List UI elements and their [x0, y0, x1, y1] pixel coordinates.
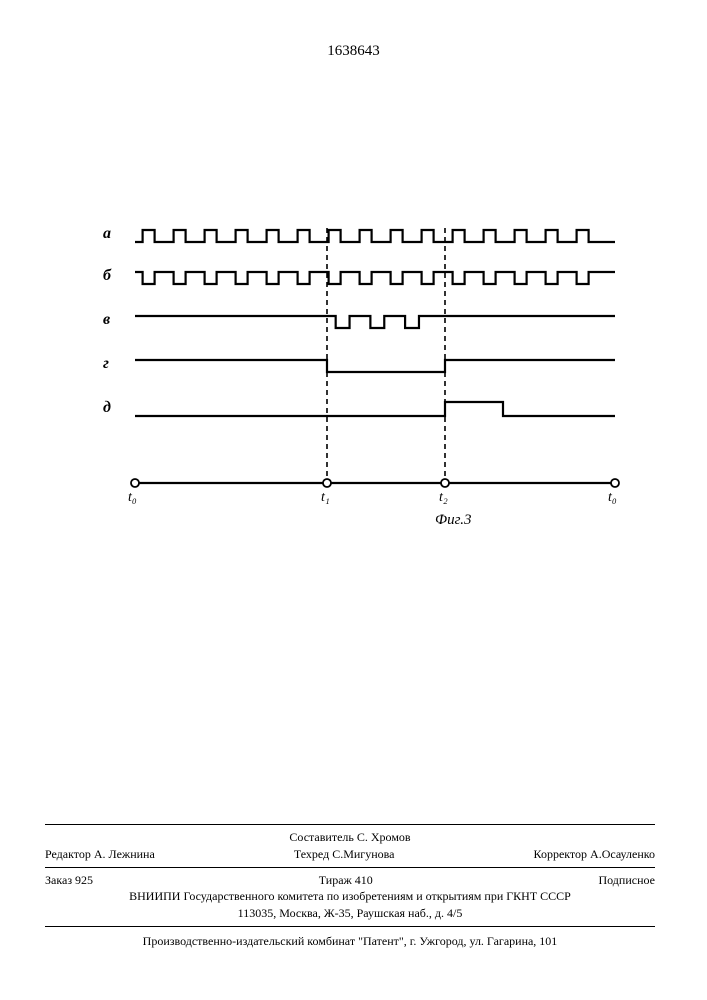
order-row: Заказ 925 Тираж 410 Подписное [45, 872, 655, 889]
techred: Техред С.Мигунова [294, 846, 395, 863]
divider [45, 926, 655, 927]
subscription: Подписное [598, 872, 655, 889]
divider [45, 824, 655, 825]
credits-row: Редактор А. Лежнина Техред С.Мигунова Ко… [45, 846, 655, 863]
compiler-line: Составитель С. Хромов [45, 829, 655, 846]
divider [45, 867, 655, 868]
time-label-t0r: t₀ [608, 490, 617, 506]
corrector: Корректор А.Осауленко [534, 846, 655, 863]
timing-diagram [95, 220, 625, 520]
timing-svg [95, 220, 625, 520]
editor: Редактор А. Лежнина [45, 846, 155, 863]
time-label-t2: t₂ [439, 490, 448, 506]
order: Заказ 925 [45, 872, 93, 889]
publisher: Производственно-издательский комбинат "П… [45, 933, 655, 950]
time-label-t1: t₁ [321, 490, 330, 506]
vniipi: ВНИИПИ Государственного комитета по изоб… [45, 888, 655, 905]
page-number: 1638643 [327, 43, 380, 60]
footer-block: Составитель С. Хромов Редактор А. Лежнин… [45, 820, 655, 950]
time-label-t0l: t₀ [128, 490, 137, 506]
figure-caption: Фиг.3 [435, 512, 471, 529]
tirage: Тираж 410 [319, 872, 373, 889]
address1: 113035, Москва, Ж-35, Раушская наб., д. … [45, 905, 655, 922]
